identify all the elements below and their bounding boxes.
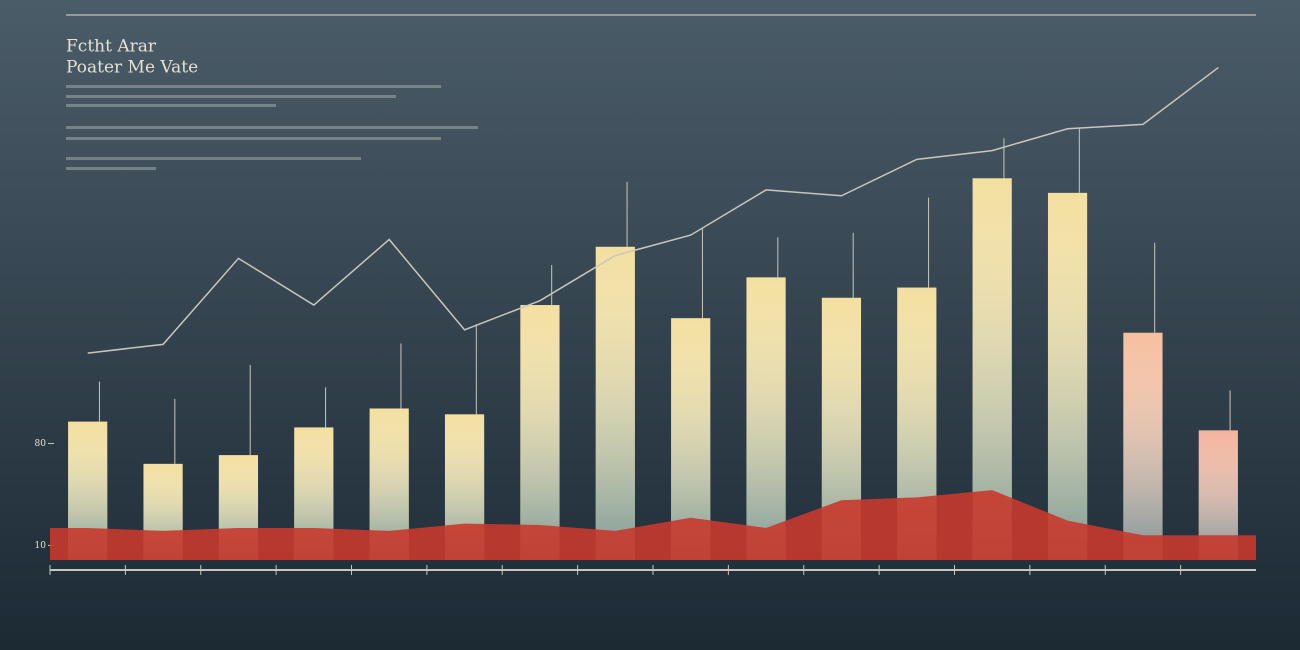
bar-shade xyxy=(520,305,560,560)
y-tick-label: 10 xyxy=(35,541,47,551)
bar-shade xyxy=(1123,332,1163,560)
plot: 10 80 xyxy=(35,66,1256,575)
chart-subtitle: Poater Me Vate xyxy=(66,58,198,78)
bar-shade xyxy=(1047,192,1088,560)
decorative-text xyxy=(66,85,478,170)
line xyxy=(87,66,1219,354)
bar-shade xyxy=(746,277,786,560)
y-tick-label: 80 xyxy=(35,439,47,449)
area xyxy=(50,490,1256,560)
chart-title: Fctht Arar xyxy=(66,37,157,57)
bar-shade xyxy=(595,246,635,560)
